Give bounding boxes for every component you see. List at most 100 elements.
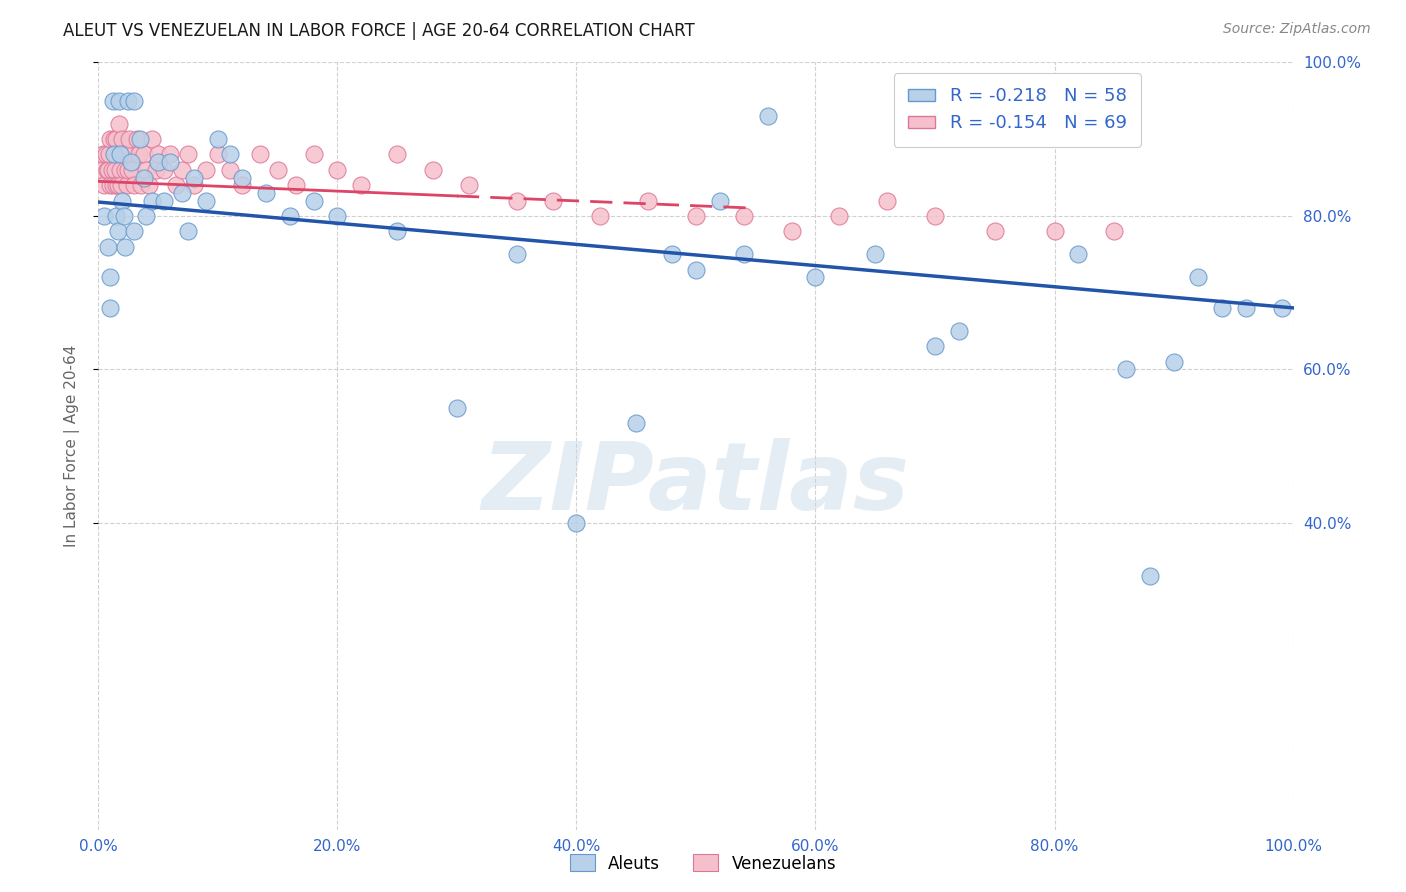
Point bbox=[637, 194, 659, 208]
Point bbox=[183, 178, 205, 193]
Point bbox=[112, 147, 135, 161]
Point bbox=[100, 162, 122, 177]
Point bbox=[207, 147, 229, 161]
Point bbox=[124, 178, 146, 193]
Point bbox=[924, 339, 946, 353]
Point bbox=[1139, 569, 1161, 583]
Point bbox=[98, 178, 122, 193]
Point bbox=[93, 178, 115, 193]
Point bbox=[284, 178, 307, 193]
Point bbox=[107, 178, 129, 193]
Point bbox=[135, 162, 157, 177]
Point bbox=[422, 162, 444, 177]
Point bbox=[733, 247, 755, 261]
Point bbox=[828, 209, 851, 223]
Point bbox=[685, 209, 707, 223]
Point bbox=[129, 132, 152, 146]
Point bbox=[302, 147, 325, 161]
Point bbox=[124, 94, 146, 108]
Point bbox=[780, 224, 803, 238]
Point bbox=[249, 147, 271, 161]
Point bbox=[350, 178, 373, 193]
Point bbox=[91, 162, 114, 177]
Point bbox=[98, 270, 122, 285]
Point bbox=[105, 132, 128, 146]
Point bbox=[97, 162, 120, 177]
Point bbox=[876, 194, 898, 208]
Point bbox=[733, 209, 755, 223]
Point bbox=[148, 147, 170, 161]
Point bbox=[948, 324, 970, 338]
Point bbox=[326, 162, 349, 177]
Point bbox=[138, 178, 160, 193]
Legend: R = -0.218   N = 58, R = -0.154   N = 69: R = -0.218 N = 58, R = -0.154 N = 69 bbox=[894, 73, 1142, 147]
Point bbox=[385, 147, 409, 161]
Point bbox=[207, 132, 229, 146]
Point bbox=[267, 162, 290, 177]
Point bbox=[97, 239, 120, 253]
Text: ZIPatlas: ZIPatlas bbox=[482, 438, 910, 531]
Point bbox=[278, 209, 301, 223]
Point bbox=[865, 247, 887, 261]
Point bbox=[103, 147, 125, 161]
Point bbox=[98, 147, 121, 161]
Point bbox=[541, 194, 564, 208]
Point bbox=[121, 162, 143, 177]
Point bbox=[91, 147, 114, 161]
Point bbox=[135, 209, 157, 223]
Point bbox=[108, 162, 131, 177]
Point bbox=[141, 194, 163, 208]
Point bbox=[124, 224, 146, 238]
Point bbox=[685, 262, 707, 277]
Point bbox=[114, 162, 136, 177]
Point bbox=[1115, 362, 1137, 376]
Point bbox=[984, 224, 1007, 238]
Point bbox=[506, 247, 529, 261]
Legend: Aleuts, Venezuelans: Aleuts, Venezuelans bbox=[562, 847, 844, 880]
Y-axis label: In Labor Force | Age 20-64: In Labor Force | Age 20-64 bbox=[63, 345, 80, 547]
Point bbox=[115, 147, 138, 161]
Point bbox=[110, 178, 132, 193]
Point bbox=[93, 209, 115, 223]
Point bbox=[132, 170, 155, 185]
Point bbox=[128, 147, 150, 161]
Point bbox=[1163, 354, 1185, 368]
Point bbox=[326, 209, 349, 223]
Point bbox=[108, 147, 131, 161]
Point bbox=[107, 117, 129, 131]
Point bbox=[756, 109, 779, 123]
Point bbox=[231, 178, 253, 193]
Point bbox=[117, 162, 139, 177]
Point bbox=[111, 132, 134, 146]
Point bbox=[565, 516, 588, 530]
Text: Source: ZipAtlas.com: Source: ZipAtlas.com bbox=[1223, 22, 1371, 37]
Point bbox=[458, 178, 481, 193]
Point bbox=[1067, 247, 1090, 261]
Point bbox=[114, 239, 136, 253]
Point bbox=[177, 147, 200, 161]
Point bbox=[195, 194, 218, 208]
Point bbox=[145, 162, 167, 177]
Point bbox=[177, 224, 200, 238]
Point bbox=[118, 132, 141, 146]
Point bbox=[924, 209, 946, 223]
Point bbox=[172, 186, 194, 200]
Point bbox=[120, 155, 142, 169]
Point bbox=[153, 162, 176, 177]
Point bbox=[96, 162, 118, 177]
Point bbox=[1271, 301, 1294, 315]
Point bbox=[148, 155, 170, 169]
Point bbox=[98, 301, 122, 315]
Point bbox=[103, 132, 125, 146]
Point bbox=[105, 209, 128, 223]
Point bbox=[1043, 224, 1066, 238]
Point bbox=[159, 155, 181, 169]
Point bbox=[589, 209, 612, 223]
Point bbox=[131, 178, 153, 193]
Point bbox=[219, 162, 242, 177]
Point bbox=[141, 132, 163, 146]
Point bbox=[302, 194, 325, 208]
Point bbox=[107, 224, 129, 238]
Point bbox=[1234, 301, 1257, 315]
Point bbox=[107, 94, 129, 108]
